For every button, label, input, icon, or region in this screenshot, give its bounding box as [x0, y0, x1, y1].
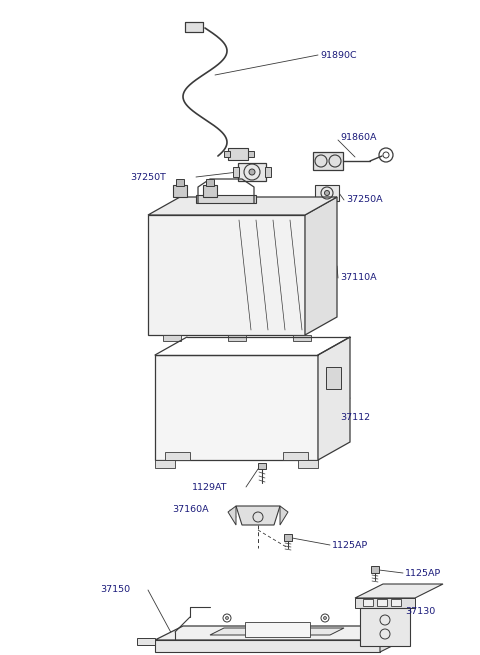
Bar — [377, 599, 387, 606]
Polygon shape — [137, 638, 155, 645]
Polygon shape — [228, 506, 236, 525]
Bar — [238, 163, 266, 181]
Bar — [315, 185, 339, 201]
Polygon shape — [380, 626, 408, 652]
Bar — [155, 460, 175, 468]
Text: 37250T: 37250T — [130, 172, 166, 181]
Circle shape — [226, 616, 228, 620]
Text: 1125AP: 1125AP — [332, 540, 368, 550]
Bar — [298, 460, 318, 468]
Polygon shape — [280, 506, 288, 525]
Bar — [283, 452, 308, 460]
Text: 1129AT: 1129AT — [192, 483, 228, 491]
Bar — [224, 151, 230, 157]
Text: 37112: 37112 — [340, 413, 370, 422]
Polygon shape — [148, 215, 305, 335]
Bar — [185, 22, 203, 32]
Bar — [258, 463, 266, 469]
Bar — [228, 335, 246, 341]
Text: 37110A: 37110A — [340, 274, 377, 282]
Polygon shape — [245, 622, 310, 637]
Bar — [313, 152, 343, 170]
Bar — [391, 599, 401, 606]
Bar — [163, 335, 181, 341]
Polygon shape — [318, 337, 350, 460]
Text: 37130: 37130 — [405, 607, 435, 616]
Text: 1125AP: 1125AP — [405, 569, 441, 578]
Polygon shape — [155, 626, 408, 640]
Polygon shape — [148, 197, 337, 215]
Bar — [206, 179, 214, 186]
Polygon shape — [360, 608, 410, 646]
Bar — [293, 335, 311, 341]
Polygon shape — [155, 355, 318, 460]
Polygon shape — [236, 506, 280, 525]
Circle shape — [249, 169, 255, 175]
Text: 91860A: 91860A — [340, 134, 376, 143]
Polygon shape — [355, 584, 443, 598]
Bar — [233, 167, 239, 177]
Bar — [203, 185, 217, 197]
Bar — [363, 599, 373, 606]
Bar — [265, 167, 271, 177]
Bar — [196, 195, 256, 203]
Bar — [173, 185, 187, 197]
Polygon shape — [355, 598, 415, 608]
Bar — [176, 179, 184, 186]
Circle shape — [324, 616, 326, 620]
Bar — [326, 367, 341, 389]
Polygon shape — [210, 628, 344, 635]
Bar — [165, 452, 190, 460]
Polygon shape — [305, 197, 337, 335]
Bar — [228, 148, 248, 160]
Bar — [248, 151, 254, 157]
Text: 91890C: 91890C — [320, 50, 357, 60]
Bar — [371, 566, 379, 573]
Bar — [320, 201, 334, 206]
Text: 37150: 37150 — [100, 586, 130, 595]
Text: 37250A: 37250A — [346, 195, 383, 204]
Text: 37160A: 37160A — [172, 506, 209, 514]
Circle shape — [324, 191, 329, 195]
Bar — [284, 534, 292, 541]
Bar — [185, 22, 203, 32]
Polygon shape — [155, 640, 380, 652]
